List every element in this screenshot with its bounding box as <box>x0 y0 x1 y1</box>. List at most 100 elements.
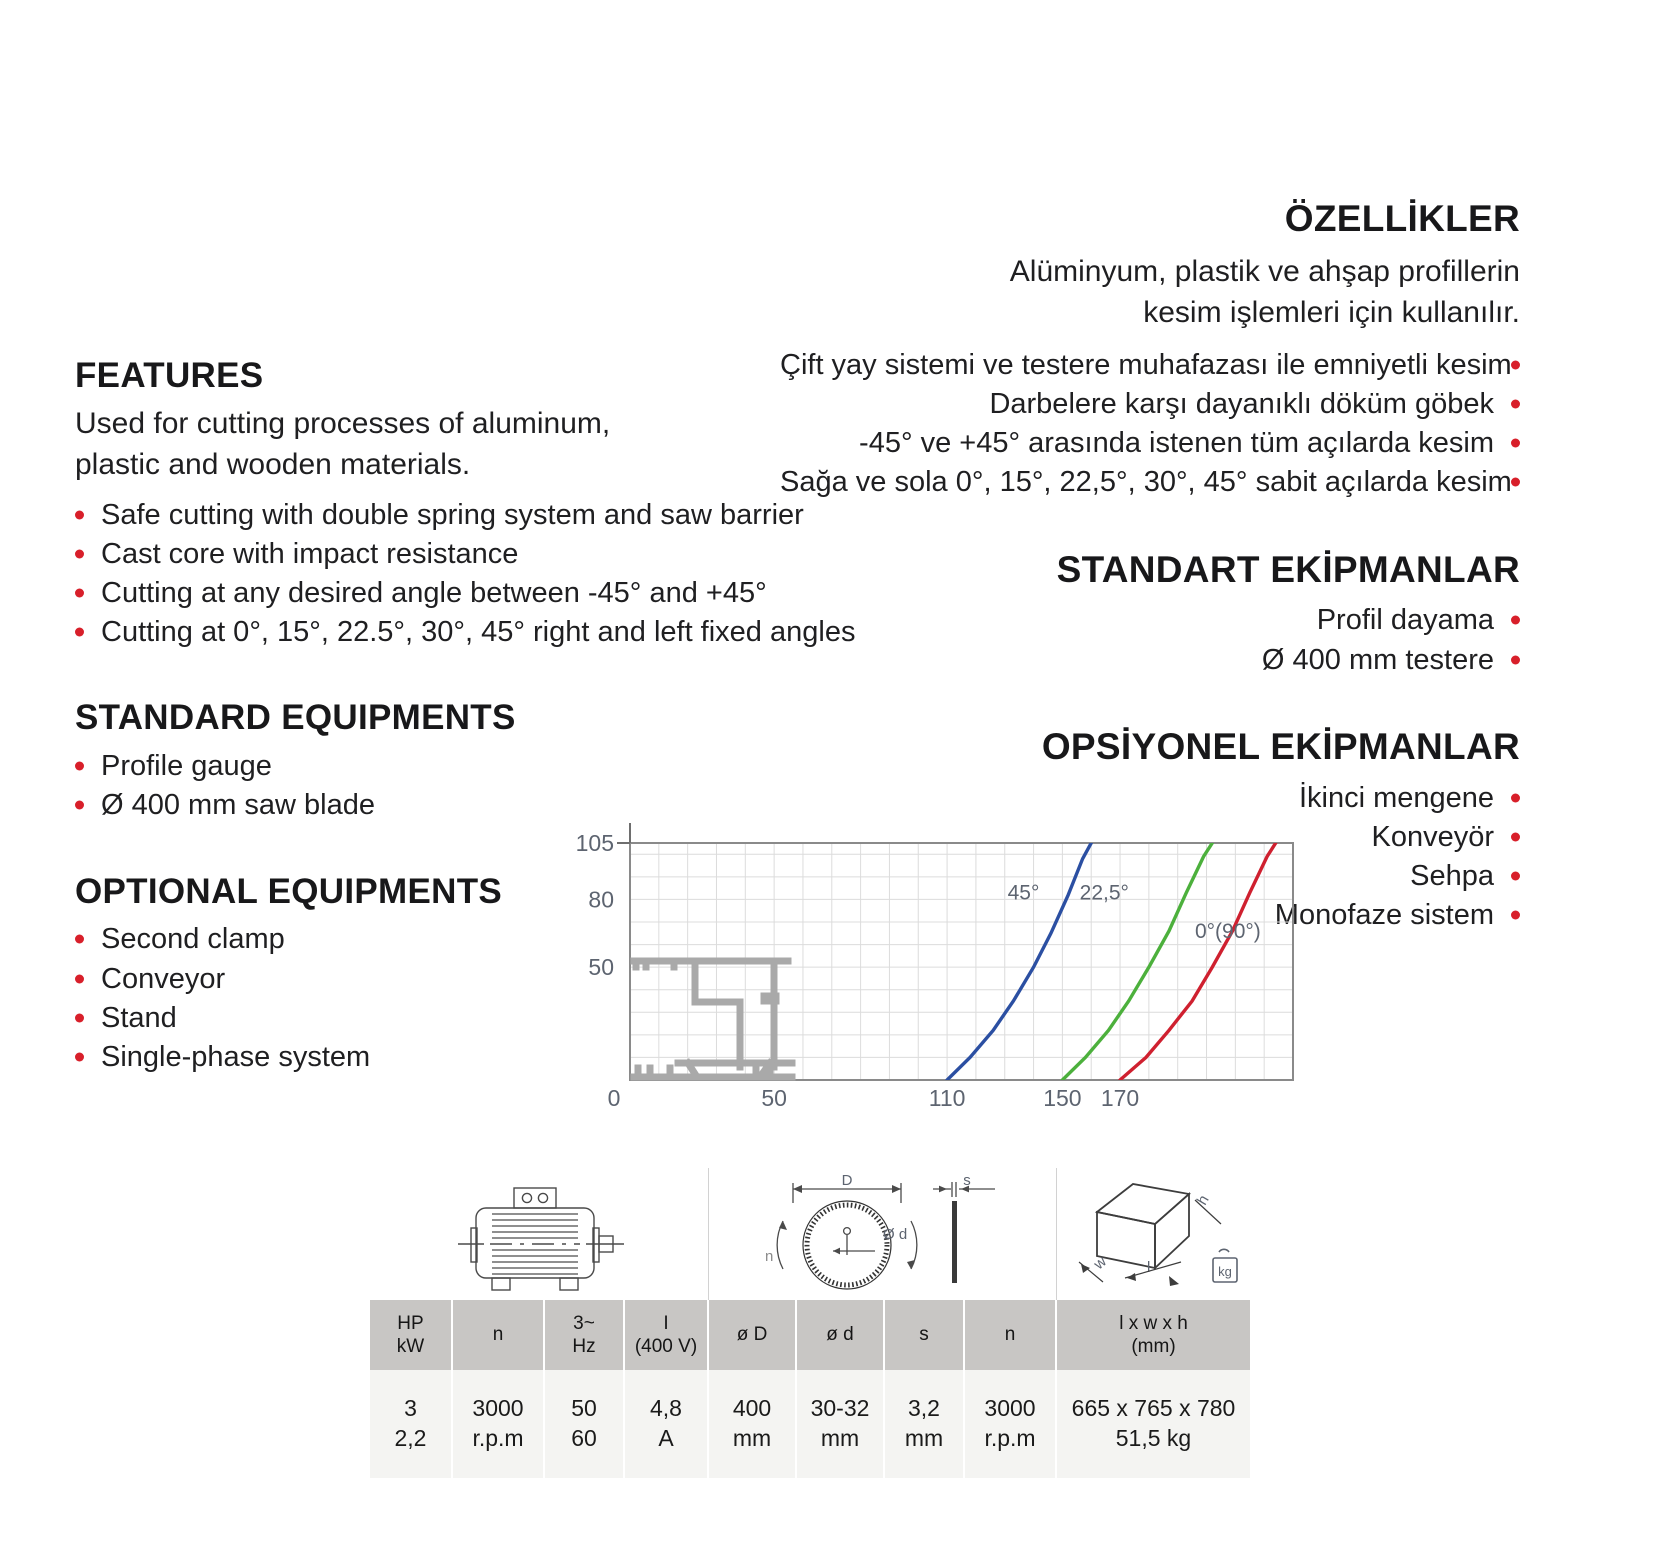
package-box-icon-cell: h w l kg <box>1056 1168 1250 1300</box>
cutting-capacity-chart: 45° 22,5° 0°(90°) 50 80 105 0 50 110 150 170 <box>560 820 1320 1110</box>
ozellikler-intro-line-2: kesim işlemleri için kullanılır. <box>1143 296 1520 330</box>
header-cell-hp-kw: HP kW <box>370 1300 453 1370</box>
header-line-1: 3~ <box>573 1312 595 1334</box>
chart-xtick-150: 150 <box>1043 1085 1081 1110</box>
standard-equipments-bullet-list: Profile gauge Ø 400 mm saw blade <box>75 749 865 822</box>
list-item: Safe cutting with double spring system a… <box>75 498 865 532</box>
opsiyonel-ekipmanlar-bullet-0: İkinci mengene <box>1298 781 1494 814</box>
chart-curve-45° <box>945 843 1093 1080</box>
header-cell-hz: 3~ Hz <box>544 1300 625 1370</box>
chart-y-tick-labels: 50 80 105 <box>576 830 614 980</box>
value-cell-hp-kw: 3 2,2 <box>370 1370 453 1478</box>
table-header-row: HP kW n 3~ Hz I (400 V) ø D ø d s n l x w x… <box>370 1300 1250 1370</box>
header-cell-dimensions: l x w x h (mm) <box>1056 1300 1250 1370</box>
value-line-2: 60 <box>571 1425 597 1451</box>
saw-blade-icon: D Ø d n s <box>765 1172 995 1290</box>
standart-ekipmanlar-heading: STANDART EKİPMANLAR <box>1056 548 1520 590</box>
header-line-2: (mm) <box>1131 1336 1176 1357</box>
saw-blade-icon-cell: D Ø d n s <box>708 1168 1057 1300</box>
value-line-2: 2,2 <box>394 1425 427 1451</box>
bullet-dot-icon <box>75 627 84 637</box>
list-item: Conveyor <box>75 962 865 996</box>
bullet-dot-icon <box>1511 399 1520 409</box>
header-cell-diameter-d: ø d <box>796 1300 885 1370</box>
features-heading: FEATURES <box>75 356 264 395</box>
header-line-1: s <box>919 1324 929 1346</box>
bullet-dot-icon <box>75 761 84 771</box>
header-cell-current: I (400 V) <box>624 1300 709 1370</box>
value-line-2: mm <box>732 1425 772 1451</box>
value-cell-diameter-d: 30-32 mm <box>796 1370 885 1478</box>
list-item: İkinci mengene <box>780 781 1520 815</box>
bullet-dot-icon <box>75 549 84 559</box>
weight-kg-icon: kg <box>1212 1248 1239 1283</box>
box-w-label: w <box>1090 1252 1110 1273</box>
header-line-1: n <box>492 1324 504 1346</box>
motor-icon-cell <box>370 1168 709 1300</box>
features-intro-line-1: Used for cutting processes of aluminum, <box>75 406 611 440</box>
header-line-1: HP <box>397 1312 424 1334</box>
box-l-label: l <box>1147 1259 1150 1276</box>
chart-xtick-110: 110 <box>929 1085 966 1110</box>
header-line-2: Hz <box>572 1336 596 1357</box>
ozellikler-intro: Alüminyum, plastik ve ahşap profillerin … <box>780 251 1520 334</box>
list-item: Ø 400 mm saw blade <box>75 788 865 822</box>
header-cell-thickness-s: s <box>884 1300 965 1370</box>
value-line-2: 51,5 kg <box>1115 1425 1192 1451</box>
specifications-table-block: D Ø d n s <box>370 1168 1250 1478</box>
opsiyonel-ekipmanlar-bullet-1: Konveyör <box>1371 820 1494 853</box>
header-line-2: (400 V) <box>634 1336 698 1357</box>
header-cell-n-motor: n <box>452 1300 545 1370</box>
saw-blade-s-label: s <box>963 1172 971 1189</box>
chart-xtick-50: 50 <box>761 1085 787 1110</box>
bullet-dot-icon <box>1511 615 1520 625</box>
list-item: Sehpa <box>780 859 1520 893</box>
bullet-dot-icon <box>1511 438 1520 448</box>
chart-label-22,5°: 22,5° <box>1080 881 1129 904</box>
list-item: Ø 400 mm testere <box>780 643 1520 677</box>
standard-equipments-heading: STANDARD EQUIPMENTS <box>75 698 516 738</box>
ozellikler-bullet-3: Sağa ve sola 0°, 15°, 22,5°, 30°, 45° sa… <box>780 466 1512 499</box>
ozellikler-bullet-list: Çift yay sistemi ve testere muhafazası i… <box>780 348 1520 500</box>
value-line-1: 3000 <box>984 1395 1036 1422</box>
list-item: Monofaze sistem <box>780 898 1520 932</box>
header-line-1: ø D <box>736 1324 768 1346</box>
optional-equipments-bullet-list: Second clamp Conveyor Stand Single-phase… <box>75 922 865 1074</box>
bullet-dot-icon <box>1511 360 1520 370</box>
bullet-dot-icon <box>75 510 84 520</box>
bullet-dot-icon <box>1511 477 1520 487</box>
bullet-dot-icon <box>1511 910 1520 920</box>
value-cell-thickness-s: 3,2 mm <box>884 1370 965 1478</box>
chart-ytick-80: 80 <box>588 886 614 912</box>
value-cell-n-motor: 3000 r.p.m <box>452 1370 545 1478</box>
svg-text:kg: kg <box>1218 1264 1232 1279</box>
chart-ytick-105: 105 <box>576 830 614 856</box>
value-line-2: mm <box>820 1425 860 1451</box>
bullet-dot-icon <box>1511 655 1520 665</box>
value-cell-hz: 50 60 <box>544 1370 625 1478</box>
chart-label-0°(90°): 0°(90°) <box>1195 920 1261 943</box>
standart-ekipmanlar-bullet-list: Profil dayama Ø 400 mm testere <box>780 603 1520 676</box>
opsiyonel-ekipmanlar-bullet-list: İkinci mengene Konveyör Sehpa Monofaze s… <box>780 781 1520 933</box>
chart-curve-labels: 45° 22,5° 0°(90°) <box>1008 881 1261 942</box>
header-line-1: ø d <box>826 1324 854 1346</box>
optional-equipments-bullet-0: Second clamp <box>101 923 285 956</box>
header-line-2: kW <box>396 1336 425 1357</box>
header-line-1: I <box>663 1312 669 1334</box>
bullet-dot-icon <box>75 800 84 810</box>
box-h-label: h <box>1194 1192 1213 1208</box>
value-line-2: r.p.m <box>984 1425 1036 1451</box>
package-box-icon: h w l kg <box>1078 1182 1239 1286</box>
list-item: -45° ve +45° arasında istenen tüm açılar… <box>780 426 1520 460</box>
chart-curve-22,5° <box>1060 843 1214 1080</box>
table-icon-row: D Ø d n s <box>370 1168 1250 1300</box>
header-cell-diameter-D: ø D <box>708 1300 797 1370</box>
optional-equipments-bullet-2: Stand <box>101 1001 177 1034</box>
opsiyonel-ekipmanlar-bullet-2: Sehpa <box>1410 860 1494 893</box>
header-line-1: n <box>1004 1324 1016 1346</box>
value-line-1: 30-32 <box>810 1395 870 1422</box>
motor-icon <box>457 1186 624 1291</box>
value-line-1: 3,2 <box>908 1395 940 1422</box>
list-item: Konveyör <box>780 820 1520 854</box>
value-line-2: r.p.m <box>472 1425 524 1451</box>
